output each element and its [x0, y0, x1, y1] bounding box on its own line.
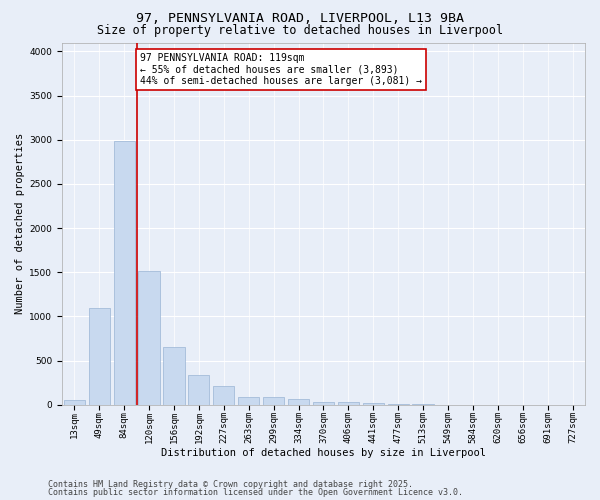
Bar	[89, 308, 110, 405]
Bar	[64, 400, 85, 405]
Bar	[362, 403, 384, 405]
Bar	[338, 402, 359, 405]
Bar	[163, 348, 185, 405]
Bar	[388, 404, 409, 405]
Bar	[139, 270, 160, 405]
X-axis label: Distribution of detached houses by size in Liverpool: Distribution of detached houses by size …	[161, 448, 486, 458]
Bar	[188, 375, 209, 405]
Bar	[238, 397, 259, 405]
Text: 97, PENNSYLVANIA ROAD, LIVERPOOL, L13 9BA: 97, PENNSYLVANIA ROAD, LIVERPOOL, L13 9B…	[136, 12, 464, 26]
Bar	[213, 386, 235, 405]
Bar	[113, 142, 135, 405]
Text: Contains HM Land Registry data © Crown copyright and database right 2025.: Contains HM Land Registry data © Crown c…	[48, 480, 413, 489]
Text: 97 PENNSYLVANIA ROAD: 119sqm
← 55% of detached houses are smaller (3,893)
44% of: 97 PENNSYLVANIA ROAD: 119sqm ← 55% of de…	[140, 53, 422, 86]
Y-axis label: Number of detached properties: Number of detached properties	[15, 133, 25, 314]
Bar	[288, 399, 309, 405]
Bar	[263, 397, 284, 405]
Text: Size of property relative to detached houses in Liverpool: Size of property relative to detached ho…	[97, 24, 503, 37]
Bar	[313, 402, 334, 405]
Text: Contains public sector information licensed under the Open Government Licence v3: Contains public sector information licen…	[48, 488, 463, 497]
